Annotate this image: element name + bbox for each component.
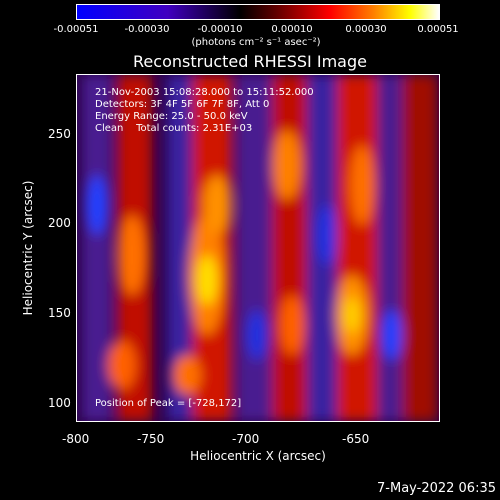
image-plot: 21-Nov-2003 15:08:28.000 to 15:11:52.000…	[76, 74, 440, 422]
colorbar-tick: 0.00051	[417, 24, 459, 35]
colorbar-unit: (photons cm⁻² s⁻¹ asec⁻²)	[191, 37, 321, 48]
obs-info-line: Clean Total counts: 2.31E+03	[95, 123, 253, 134]
plot-title: Reconstructed RHESSI Image	[133, 52, 367, 71]
peak-position: Position of Peak = [-728,172]	[95, 398, 242, 409]
colorbar-tick: -0.00030	[124, 24, 170, 35]
x-tick: -800	[62, 432, 90, 446]
image-map	[77, 75, 439, 421]
colorbar-tick: -0.00051	[53, 24, 99, 35]
colorbar-tick: 0.00030	[345, 24, 387, 35]
y-tick: 200	[48, 216, 71, 230]
x-tick: -700	[232, 432, 260, 446]
y-axis-label: Heliocentric Y (arcsec)	[21, 180, 35, 316]
colorbar-tick: -0.00010	[197, 24, 243, 35]
x-tick: -650	[342, 432, 370, 446]
colorbar	[76, 4, 440, 20]
colorbar-tick: 0.00010	[271, 24, 313, 35]
obs-info-line: Energy Range: 25.0 - 50.0 keV	[95, 111, 248, 122]
y-tick: 100	[48, 396, 71, 410]
timestamp: 7-May-2022 06:35	[377, 481, 496, 496]
obs-info-line: 21-Nov-2003 15:08:28.000 to 15:11:52.000	[95, 87, 314, 98]
y-tick: 250	[48, 127, 71, 141]
x-axis-label: Heliocentric X (arcsec)	[190, 449, 326, 463]
y-tick: 150	[48, 306, 71, 320]
x-tick: -750	[137, 432, 165, 446]
obs-info-line: Detectors: 3F 4F 5F 6F 7F 8F, Att 0	[95, 99, 270, 110]
